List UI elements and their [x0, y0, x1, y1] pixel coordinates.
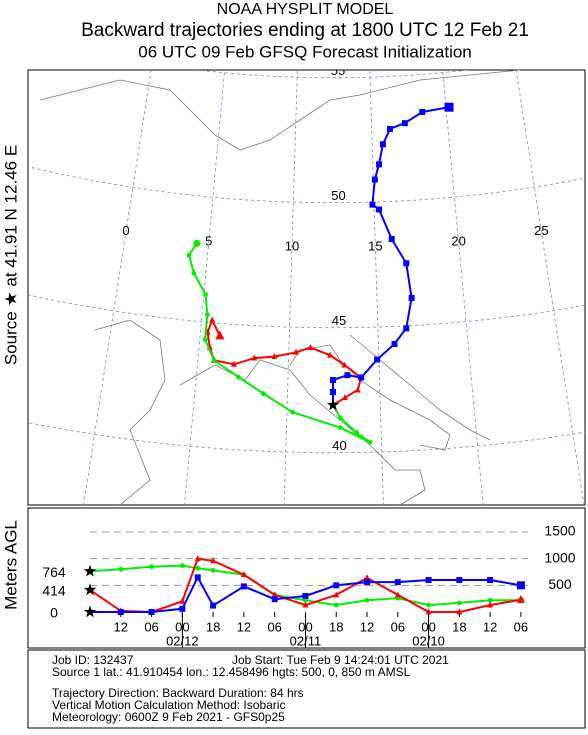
marker	[290, 410, 295, 415]
lat-label: 55	[331, 63, 345, 78]
marker	[338, 415, 343, 420]
marker	[241, 583, 247, 589]
x-tick-label: 06	[514, 619, 528, 634]
marker	[191, 271, 196, 276]
marker	[334, 603, 339, 608]
marker	[330, 377, 336, 383]
marker	[426, 577, 432, 583]
x-tick-label: 06	[391, 619, 405, 634]
marker	[193, 240, 200, 247]
marker	[203, 337, 208, 342]
marker	[149, 609, 155, 615]
marker	[302, 593, 308, 599]
y-tick-label: 1000	[544, 549, 575, 565]
x-tick-label: 18	[329, 619, 343, 634]
start-height-label: 0	[50, 605, 58, 621]
lat-label: 45	[332, 313, 346, 328]
lon-label: 0	[122, 223, 129, 238]
start-height-label: 414	[42, 583, 66, 599]
title: NOAA HYSPLIT MODEL	[217, 1, 394, 18]
marker	[403, 260, 409, 266]
y-axis-label: Meters AGL	[1, 520, 20, 610]
date-label: 02/11	[290, 633, 322, 648]
start-height-label: 764	[42, 564, 66, 580]
marker	[333, 582, 339, 588]
lon-label: 10	[285, 239, 299, 254]
marker	[344, 372, 350, 378]
marker	[368, 440, 373, 445]
marker	[149, 564, 154, 569]
meteorology: Meteorology: 0600Z 9 Feb 2021 - GFS0p25	[52, 710, 285, 724]
marker	[210, 603, 216, 609]
marker	[272, 596, 278, 602]
marker	[374, 357, 380, 363]
marker	[330, 389, 336, 395]
marker	[487, 577, 493, 583]
marker	[195, 566, 200, 571]
marker	[456, 577, 462, 583]
marker	[419, 109, 425, 115]
x-tick-label: 06	[267, 619, 281, 634]
x-tick-label: 12	[483, 619, 497, 634]
marker	[457, 601, 462, 606]
marker	[212, 358, 217, 363]
marker	[205, 312, 210, 317]
marker	[409, 295, 415, 301]
marker	[376, 206, 382, 212]
y-tick-label: 1500	[544, 523, 575, 539]
marker	[380, 141, 386, 147]
marker	[236, 375, 241, 380]
marker	[179, 606, 185, 612]
lon-label: 20	[451, 233, 465, 248]
marker	[376, 161, 382, 167]
marker	[118, 609, 124, 615]
marker	[195, 574, 201, 580]
star	[84, 606, 96, 618]
date-label: 02/10	[412, 633, 445, 648]
marker	[402, 120, 408, 126]
marker	[372, 177, 378, 183]
x-tick-label: 18	[452, 619, 466, 634]
marker	[365, 598, 370, 603]
marker	[354, 430, 359, 435]
marker	[426, 603, 431, 608]
marker	[387, 126, 393, 132]
star	[84, 565, 96, 577]
subtitle-2: 06 UTC 09 Feb GFSQ Forecast Initializati…	[138, 42, 472, 61]
x-tick-label: 12	[114, 619, 128, 634]
subtitle: Backward trajectories ending at 1800 UTC…	[81, 20, 529, 41]
source-label: Source ★ at 41.91 N 12.46 E	[1, 145, 20, 365]
marker	[203, 292, 208, 297]
x-tick-label: 06	[144, 619, 158, 634]
date-label: 02/12	[166, 633, 199, 648]
x-tick-label: 18	[206, 619, 220, 634]
x-tick-label: 12	[360, 619, 374, 634]
marker	[187, 253, 192, 258]
marker	[364, 579, 370, 585]
lon-label: 25	[534, 223, 548, 238]
lon-label: 15	[368, 239, 382, 254]
lat-label: 50	[331, 188, 345, 203]
marker	[358, 374, 364, 380]
map-frame	[28, 70, 585, 505]
marker	[445, 103, 454, 112]
lat-label: 40	[332, 438, 346, 453]
marker	[338, 425, 343, 430]
marker	[389, 236, 395, 242]
lon-label: 5	[205, 233, 212, 248]
marker	[180, 563, 185, 568]
marker	[403, 325, 409, 331]
y-tick-label: 500	[548, 576, 572, 592]
marker	[517, 581, 525, 589]
marker	[391, 341, 397, 347]
marker	[369, 202, 375, 208]
marker	[118, 567, 123, 572]
marker	[395, 579, 401, 585]
x-tick-label: 12	[237, 619, 251, 634]
marker	[211, 568, 216, 573]
marker	[261, 391, 266, 396]
source-info: Source 1 lat.: 41.910454 lon.: 12.458496…	[52, 665, 411, 679]
